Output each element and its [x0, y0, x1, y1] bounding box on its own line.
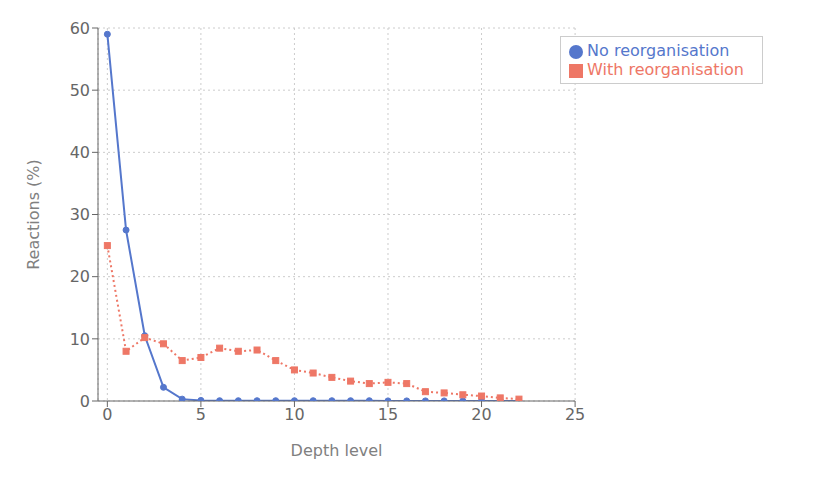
svg-text:25: 25 — [565, 405, 585, 424]
svg-text:30: 30 — [70, 205, 90, 224]
html-text:No reorganisation: No reorganisation — [587, 41, 730, 60]
html-text:With reorganisation: With reorganisation — [587, 60, 744, 79]
svg-text:20: 20 — [471, 405, 491, 424]
svg-text:15: 15 — [378, 405, 398, 424]
svg-text:0: 0 — [102, 405, 112, 424]
svg-text:60: 60 — [70, 19, 90, 38]
svg-text:20: 20 — [70, 267, 90, 286]
svg-text:Reactions (%): Reactions (%) — [24, 159, 43, 270]
svg-text:50: 50 — [70, 81, 90, 100]
svg-text:10: 10 — [284, 405, 304, 424]
svg-text:40: 40 — [70, 143, 90, 162]
svg-text:0: 0 — [80, 392, 90, 411]
svg-text:Depth level: Depth level — [291, 441, 383, 460]
svg-text:10: 10 — [70, 330, 90, 349]
svg-text:5: 5 — [196, 405, 206, 424]
